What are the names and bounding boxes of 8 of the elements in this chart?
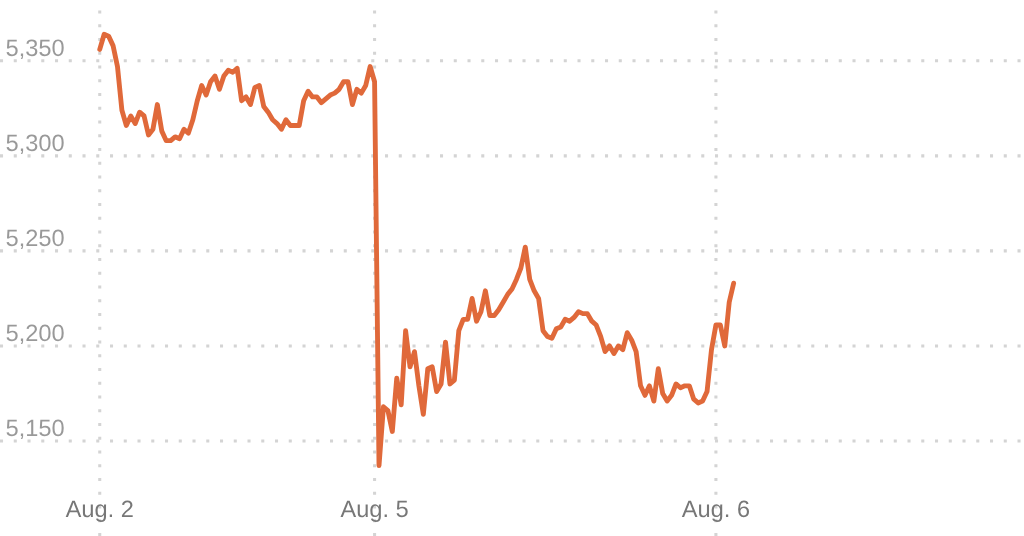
x-tick-label: Aug. 5 xyxy=(340,500,408,522)
y-tick-label: 5,250 xyxy=(6,229,64,250)
y-tick-label: 5,300 xyxy=(6,134,64,154)
x-tick-label: Aug. 6 xyxy=(681,500,750,522)
y-tick-label: 5,150 xyxy=(6,419,64,440)
x-tick-label: Aug. 2 xyxy=(65,500,133,522)
y-tick-label: 5,350 xyxy=(6,39,64,59)
y-tick-label: 5,200 xyxy=(6,324,64,345)
